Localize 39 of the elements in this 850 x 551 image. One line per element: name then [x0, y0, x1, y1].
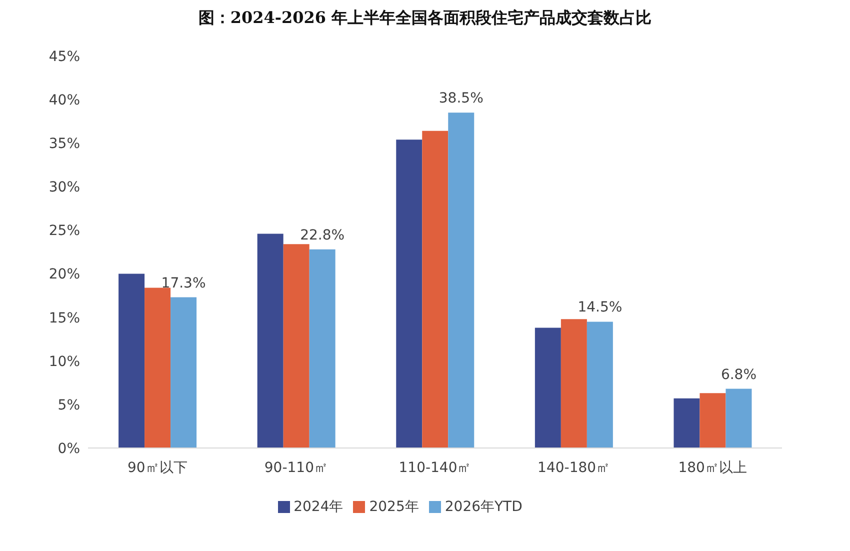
y-tick-label: 20%	[48, 266, 80, 283]
bar	[448, 112, 474, 448]
x-tick-label: 90-110㎡	[264, 460, 328, 476]
y-tick-label: 10%	[48, 354, 80, 370]
data-label: 6.8%	[720, 366, 757, 383]
data-label: 22.8%	[300, 227, 345, 244]
bar	[396, 140, 422, 448]
data-label: 17.3%	[161, 275, 206, 292]
x-tick-label: 110-140㎡	[398, 460, 472, 476]
bar	[309, 249, 336, 448]
legend-label: 2026年YTD	[444, 499, 522, 515]
data-label: 38.5%	[438, 90, 484, 107]
x-tick-label: 180㎡以上	[678, 460, 747, 476]
bar	[726, 388, 752, 448]
bar	[674, 398, 700, 448]
bar	[534, 328, 561, 448]
y-tick-label: 35%	[48, 136, 80, 152]
chart-title: 图：2024-2026 年上半年全国各面积段住宅产品成交套数占比	[197, 8, 653, 29]
bar	[144, 288, 171, 448]
bar	[700, 393, 726, 448]
bar	[257, 234, 284, 448]
bar	[283, 244, 310, 448]
bar	[560, 319, 587, 448]
data-label: 14.5%	[578, 300, 622, 316]
legend-label: 2025年	[369, 499, 419, 515]
x-tick-label: 90㎡以下	[127, 460, 188, 476]
bar	[170, 297, 197, 448]
bar	[118, 274, 145, 448]
y-tick-label: 25%	[48, 223, 80, 240]
y-tick-label: 15%	[48, 310, 80, 326]
bar	[586, 322, 613, 448]
y-tick-label: 45%	[48, 48, 80, 65]
y-tick-label: 5%	[58, 397, 80, 414]
y-tick-label: 40%	[48, 92, 80, 109]
y-tick-label: 30%	[48, 180, 80, 196]
legend-label: 2024年	[294, 499, 344, 515]
bar	[422, 130, 448, 448]
x-tick-label: 140-180㎡	[538, 460, 610, 476]
y-tick-label: 0%	[58, 440, 80, 457]
